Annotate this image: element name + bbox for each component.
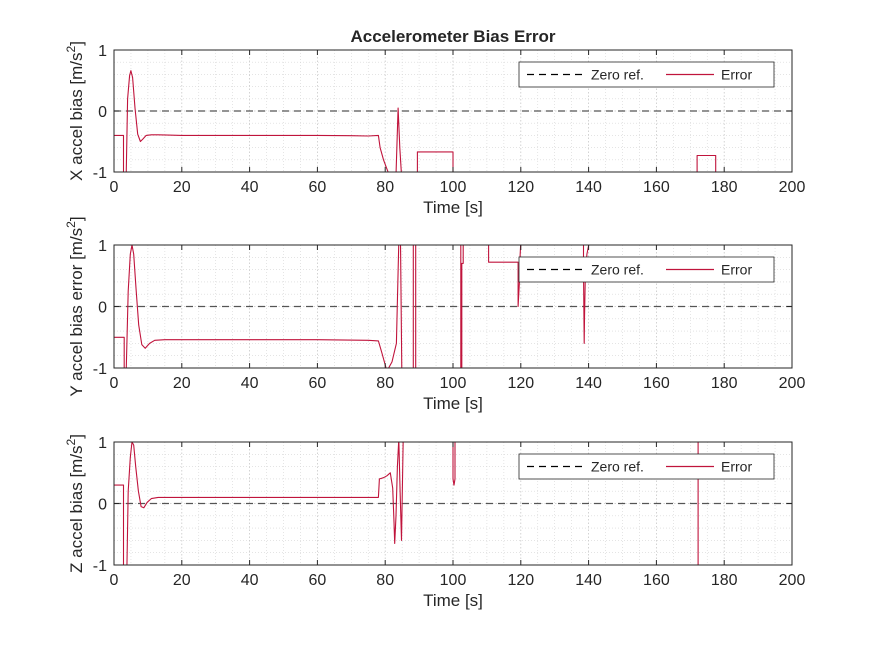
y-tick-label: 0 (98, 104, 107, 121)
x-tick-label: 100 (440, 179, 467, 196)
legend-box (518, 256, 775, 283)
x-tick-label: 40 (241, 375, 259, 392)
x-tick-label: 80 (376, 572, 394, 589)
x-tick-label: 200 (779, 375, 806, 392)
x-tick-label: 60 (309, 375, 327, 392)
x-tick-label: 100 (440, 375, 467, 392)
x-tick-label: 80 (376, 375, 394, 392)
x-axis-label: Time [s] (423, 198, 483, 217)
y-tick-label: 1 (98, 435, 107, 452)
x-tick-label: 0 (110, 375, 119, 392)
x-tick-label: 20 (173, 375, 191, 392)
x-tick-label: 160 (643, 572, 670, 589)
y-tick-label: -1 (93, 558, 107, 575)
x-tick-label: 20 (173, 572, 191, 589)
legend-box (518, 61, 775, 88)
x-tick-label: 0 (110, 179, 119, 196)
x-tick-label: 20 (173, 179, 191, 196)
legend-error-label: Error (721, 67, 752, 83)
x-tick-label: 40 (241, 179, 259, 196)
x-tick-label: 160 (643, 375, 670, 392)
tick-group: 0 20 40 60 80 100 120 140 160 180 200-101 (93, 43, 806, 196)
legend-error-label: Error (721, 459, 752, 475)
x-tick-label: 60 (309, 572, 327, 589)
y-axis-label: X accel bias [m/s2] (64, 41, 86, 181)
tick-group: 0 20 40 60 80 100 120 140 160 180 200-101 (93, 238, 806, 392)
legend-box (518, 453, 775, 480)
legend: Zero ref. Error (518, 61, 775, 88)
y-axis-label: Y accel bias error [m/s2] (64, 216, 86, 396)
x-tick-label: 100 (440, 572, 467, 589)
error-line (114, 442, 404, 565)
y-tick-label: 0 (98, 497, 107, 514)
legend-zero-label: Zero ref. (591, 262, 644, 278)
legend-error-label: Error (721, 262, 752, 278)
error-line (452, 442, 456, 486)
x-tick-label: 140 (575, 375, 602, 392)
x-tick-label: 140 (575, 572, 602, 589)
x-tick-label: 180 (711, 572, 738, 589)
x-tick-label: 60 (309, 179, 327, 196)
x-tick-label: 120 (507, 179, 534, 196)
x-tick-label: 160 (643, 179, 670, 196)
legend-zero-label: Zero ref. (591, 67, 644, 83)
error-line (114, 245, 417, 368)
legend: Zero ref. Error (518, 256, 775, 283)
x-tick-label: 180 (711, 375, 738, 392)
series-group (114, 442, 792, 565)
x-tick-label: 120 (507, 572, 534, 589)
x-tick-label: 200 (779, 572, 806, 589)
y-tick-label: 1 (98, 43, 107, 60)
x-tick-label: 180 (711, 179, 738, 196)
y-axis-label: Z accel bias [m/s2] (64, 434, 86, 573)
x-tick-label: 80 (376, 179, 394, 196)
x-tick-label: 40 (241, 572, 259, 589)
y-tick-label: -1 (93, 361, 107, 378)
series-group (114, 70, 792, 172)
tick-group: 0 20 40 60 80 100 120 140 160 180 200-101 (93, 435, 806, 589)
y-tick-label: 1 (98, 238, 107, 255)
x-axis-label: Time [s] (423, 394, 483, 413)
y-tick-label: -1 (93, 165, 107, 182)
x-tick-label: 120 (507, 375, 534, 392)
error-line (460, 245, 464, 368)
x-tick-label: 0 (110, 572, 119, 589)
legend-zero-label: Zero ref. (591, 459, 644, 475)
y-tick-label: 0 (98, 300, 107, 317)
x-axis-label: Time [s] (423, 591, 483, 610)
error-line (114, 70, 402, 172)
x-tick-label: 200 (779, 179, 806, 196)
x-tick-label: 140 (575, 179, 602, 196)
figure-title: Accelerometer Bias Error (350, 27, 555, 46)
error-line (696, 154, 717, 172)
legend: Zero ref. Error (518, 453, 775, 480)
error-line (416, 151, 454, 172)
